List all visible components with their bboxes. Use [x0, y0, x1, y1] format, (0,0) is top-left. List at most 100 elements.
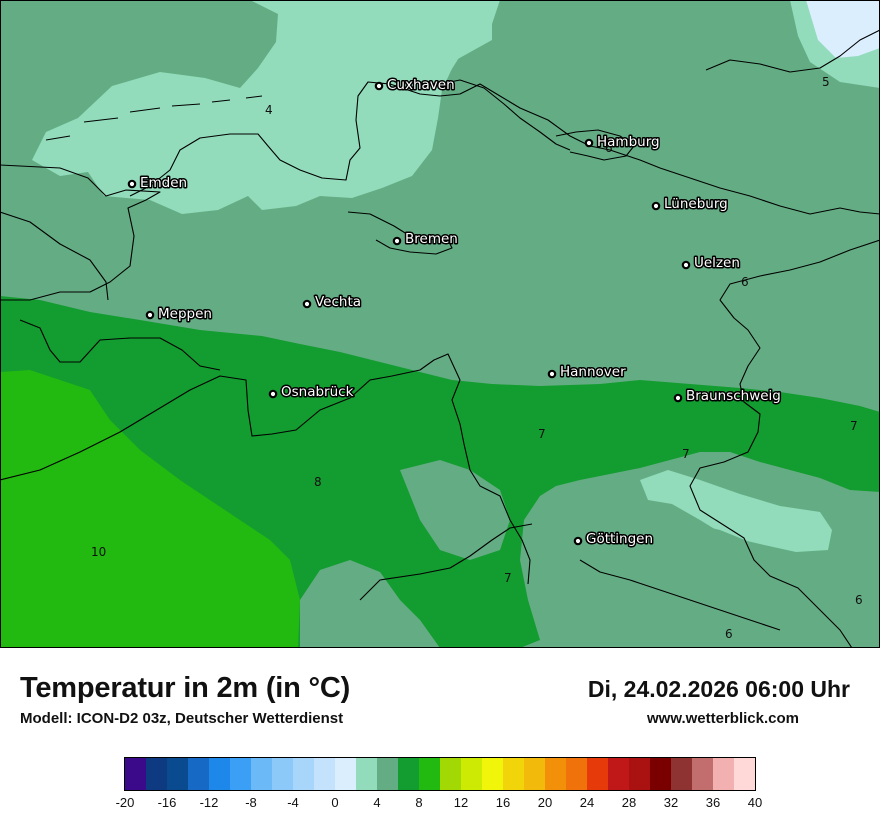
colorbar-tick-label: -12 [199, 795, 219, 810]
city-dot [392, 236, 402, 246]
city-goettingen[interactable]: Göttingen [573, 530, 655, 549]
colorbar-tick-label: 4 [373, 795, 381, 810]
colorbar-tick-label: 8 [415, 795, 423, 810]
colorbar-tick-label: -4 [287, 795, 299, 810]
border-south-east [579, 559, 781, 631]
hamburg-outline [555, 129, 635, 161]
colorbar-tick-label: 28 [621, 795, 637, 810]
city-vechta[interactable]: Vechta [302, 293, 363, 312]
city-emden[interactable]: Emden [127, 174, 189, 193]
colorbar-cell [272, 758, 293, 790]
isotherm-label: 8 [314, 475, 322, 489]
city-label: Hannover [560, 364, 626, 380]
colorbar-cell [482, 758, 503, 790]
colorbar-cell [440, 758, 461, 790]
zone-6-8-south [300, 560, 440, 648]
colorbar-cell [566, 758, 587, 790]
city-label: Meppen [158, 306, 212, 322]
city-dot [127, 179, 137, 189]
zone-6-8-southeast [540, 520, 880, 648]
city-osnabrueck[interactable]: Osnabrück [268, 383, 355, 402]
colorbar-cell [503, 758, 524, 790]
colorbar-ticks: -20 -16 -12 -8 -4 0 4 8 12 16 20 24 28 32 36 40 [116, 795, 763, 815]
isotherm-label: 7 [504, 571, 512, 585]
city-label: Braunschweig [686, 388, 781, 404]
colorbar-cell [713, 758, 734, 790]
isotherm-label: 7 [682, 447, 690, 461]
isotherm-label: 6 [855, 593, 863, 607]
isotherm-label: 6 [605, 141, 613, 155]
city-uelzen[interactable]: Uelzen [681, 254, 741, 273]
colorbar-cell [251, 758, 272, 790]
city-label: Göttingen [586, 531, 653, 547]
colorbar-cell [230, 758, 251, 790]
zone-10-12 [0, 370, 300, 648]
border-hessen [359, 523, 533, 601]
isotherm-label: 7 [850, 419, 858, 433]
isotherm-label: 4 [265, 103, 273, 117]
coastline-west [0, 164, 161, 301]
city-dot [681, 260, 691, 270]
colorbar-tick-label: 40 [747, 795, 763, 810]
city-hannover[interactable]: Hannover [547, 363, 628, 382]
colorbar-tick-label: 24 [579, 795, 595, 810]
colorbar-cell [419, 758, 440, 790]
border-nrw [0, 353, 531, 585]
isotherm-label: 6 [725, 627, 733, 641]
zone-4-6-harz [640, 470, 832, 552]
city-hamburg[interactable]: Hamburg [584, 133, 661, 152]
weser-bremen [347, 211, 453, 255]
border-niedersachsen-east [689, 239, 880, 648]
colorbar-cell [461, 758, 482, 790]
city-lueneburg[interactable]: Lüneburg [651, 195, 729, 214]
city-dot [584, 138, 594, 148]
colorbar-tick-label: -8 [245, 795, 257, 810]
colorbar-cell [734, 758, 755, 790]
zone-6-8-center [400, 460, 510, 560]
zone-sea-cold [806, 0, 880, 58]
colorbar-cell [524, 758, 545, 790]
isotherm-label: 6 [741, 275, 749, 289]
colorbar-cell [671, 758, 692, 790]
colorbar-cell [146, 758, 167, 790]
colorbar-cell [629, 758, 650, 790]
colorbar-cell [125, 758, 146, 790]
colorbar-cell [335, 758, 356, 790]
colorbar-tick-label: -16 [157, 795, 177, 810]
zone-4-6-north2 [270, 0, 500, 100]
city-label: Bremen [405, 231, 458, 247]
colorbar-cell [167, 758, 188, 790]
city-label: Hamburg [597, 134, 660, 150]
website-link[interactable]: www.wetterblick.com [647, 710, 799, 727]
city-meppen[interactable]: Meppen [145, 305, 213, 324]
city-braunschweig[interactable]: Braunschweig [673, 387, 782, 406]
colorbar-cell [314, 758, 335, 790]
isotherm-label: 10 [91, 545, 106, 559]
colorbar-tick-label: 0 [331, 795, 339, 810]
city-label: Lüneburg [664, 196, 728, 212]
temperature-colorbar [124, 757, 756, 791]
city-dot [651, 201, 661, 211]
colorbar-cell [377, 758, 398, 790]
colorbar-cell [293, 758, 314, 790]
isotherm-label: 7 [538, 427, 546, 441]
city-bremen[interactable]: Bremen [392, 230, 459, 249]
colorbar-tick-label: 16 [495, 795, 511, 810]
city-dot [374, 81, 384, 91]
city-label: Osnabrück [281, 384, 354, 400]
city-dot [673, 393, 683, 403]
colorbar-cell [587, 758, 608, 790]
city-dot [302, 299, 312, 309]
colorbar-cell [356, 758, 377, 790]
temperature-map[interactable]: 4 5 6 6 7 7 7 7 8 10 6 6 Cuxhaven Hambur… [0, 0, 880, 648]
border-ems [0, 211, 109, 301]
colorbar-tick-label: -20 [115, 795, 135, 810]
colorbar-cell [398, 758, 419, 790]
east-frisian-islands [45, 95, 263, 141]
city-label: Vechta [315, 294, 361, 310]
border-nrw-west [19, 319, 221, 371]
map-footer [0, 648, 880, 830]
city-label: Emden [140, 175, 187, 191]
city-cuxhaven[interactable]: Cuxhaven [374, 76, 456, 95]
elbe-river [439, 79, 571, 151]
